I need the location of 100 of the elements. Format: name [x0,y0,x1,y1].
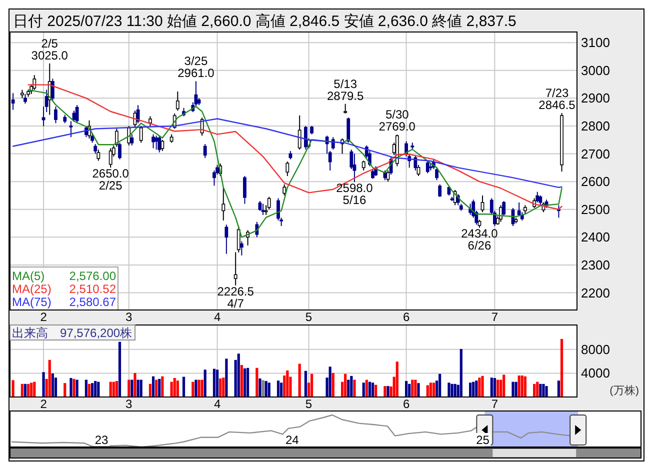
bar [51,373,54,397]
bar [258,378,262,397]
bar [118,342,122,397]
y-tick-label: 2500 [581,202,610,217]
bar [48,360,51,397]
bar [396,362,398,397]
bar [246,368,250,397]
bar [148,384,152,397]
y-tick-label: 2300 [581,257,610,272]
candlestick [108,148,112,168]
bar [225,358,228,397]
bar [72,378,76,397]
bar [276,380,280,397]
y-tick-label: 2900 [581,90,610,106]
y-tick-label: 3000 [581,62,610,78]
bar [469,382,472,397]
bar [12,380,14,397]
candlestick [304,125,308,150]
bar [450,384,454,397]
bar [502,374,506,397]
bar [198,380,200,397]
bar [84,380,88,397]
y-axis-title: (万株) [610,384,639,397]
x-tick-label: 6 [402,310,410,324]
candlestick [557,204,560,218]
candlestick [286,161,290,177]
bar [417,383,420,397]
text: MA(75) [12,295,52,309]
bar [365,380,368,397]
bar [194,380,198,397]
bar [542,384,545,397]
candlestick [371,168,374,180]
x-tick-label: 3 [126,397,133,411]
candlestick [224,224,228,254]
bar [496,380,500,397]
bar [493,378,496,397]
candlestick [114,128,118,148]
candlestick [158,135,162,153]
bar [368,382,372,397]
bar [42,372,45,397]
bar [30,382,33,397]
candlestick [152,134,155,149]
annotation: 2,576.00 [69,269,116,283]
bar [490,378,493,397]
bar [182,376,186,397]
bar [212,368,216,397]
bar [70,378,72,397]
bar [310,374,314,397]
text: MA(25) [12,282,52,296]
x-tick-label: 7 [491,310,498,324]
bar [344,374,347,397]
x-tick-label: 2 [40,397,48,411]
annotation: 2/5 3025.0 [31,36,68,62]
candlestick [222,186,226,221]
x-tick-label: 5 [305,310,312,324]
bar [33,382,36,397]
bar [130,380,134,397]
candlestick [346,117,350,144]
bar [176,380,179,397]
bar [386,386,390,397]
candlestick [69,120,73,138]
bar [298,364,301,397]
bar [353,380,356,397]
x-tick-label: 24 [285,433,300,447]
bar [411,380,414,397]
bar [454,384,456,397]
x-tick-label: 23 [94,433,108,447]
bar [216,370,219,397]
bar [152,376,155,397]
bar [76,380,78,397]
x-tick-label: 4 [214,310,221,324]
bar [222,378,225,397]
chart-title: 日付 2025/07/23 11:30 始値 2,660.0 高値 2,846.5 安値 2,636.0 終値 2,837.5 [13,13,516,30]
candlestick [96,149,100,162]
annotation: 5/13 2879.5 [326,76,364,103]
bar [64,383,66,397]
bar [97,382,100,397]
bar [91,383,94,397]
candlestick [176,90,180,112]
bar [432,382,436,397]
bar [170,382,173,397]
bar [524,376,526,397]
bar [557,380,560,397]
bar [533,384,536,397]
bar [478,378,481,397]
bar [158,378,161,397]
y-tick-label: 4000 [581,366,610,381]
bar [429,382,432,397]
bar [371,382,374,397]
candlestick [203,144,207,158]
annotation: 2598.0 5/16 [336,181,374,208]
candlestick [502,200,506,217]
bar [237,354,240,397]
bar [414,380,417,397]
bar [426,385,429,397]
text: MA(5) [12,269,45,283]
x-tick-label: 7 [491,397,498,411]
candlestick [331,136,335,150]
candlestick [480,194,484,213]
candlestick [75,104,79,124]
